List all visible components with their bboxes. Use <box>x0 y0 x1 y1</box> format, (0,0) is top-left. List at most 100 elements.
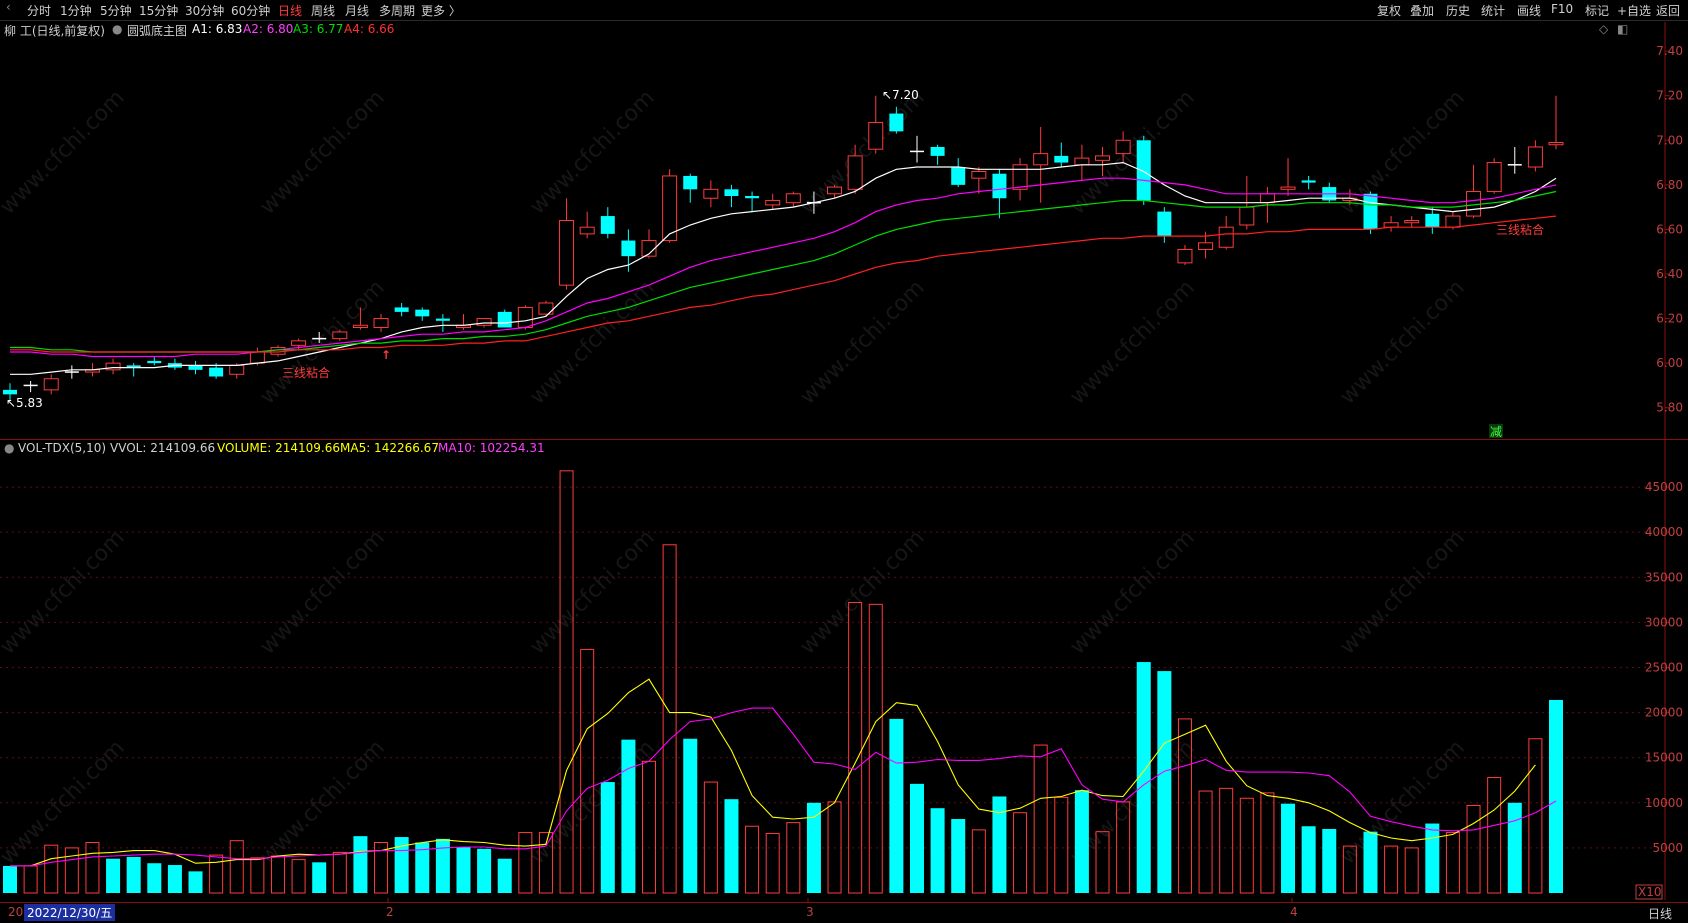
volume-bar <box>1507 802 1522 893</box>
date-axis-bar: 20 2022/12/30/五 2 3 4 日线 <box>0 902 1688 923</box>
period-tab-weekly[interactable]: 周线 <box>311 4 336 18</box>
volume-bar <box>456 846 471 893</box>
volume-bar <box>332 851 347 894</box>
candle-body <box>415 309 430 317</box>
fuquan-button[interactable]: 复权 <box>1377 4 1402 18</box>
period-tab-30min[interactable]: 30分钟 <box>185 4 225 18</box>
candle-body <box>249 351 265 364</box>
volume-tick-label: 15000 <box>1645 751 1683 765</box>
period-tab-5min[interactable]: 5分钟 <box>100 4 132 18</box>
high-price-label: ↖7.20 <box>882 88 919 102</box>
candle-body <box>435 318 450 321</box>
vol-ma-line-ma10 <box>10 707 1557 867</box>
candle-body <box>476 318 492 326</box>
volume-tick-label: 45000 <box>1645 480 1683 494</box>
candle-body <box>43 378 59 391</box>
volume-bar <box>600 782 615 893</box>
month-label-2: 2 <box>386 905 394 919</box>
volume-bar <box>1177 718 1192 894</box>
jian-badge-bg <box>1489 424 1503 438</box>
candle-body <box>889 113 904 132</box>
add-watchlist-button[interactable]: +自选 <box>1617 4 1652 18</box>
a1-value: A1: 6.83 <box>192 22 243 36</box>
volume-bar <box>1157 671 1172 893</box>
period-tab-1min[interactable]: 1分钟 <box>60 4 92 18</box>
volume-bar <box>786 822 801 894</box>
candle-body <box>1115 139 1131 155</box>
period-tab-15min[interactable]: 15分钟 <box>139 4 179 18</box>
volume-bar <box>147 863 162 893</box>
candle-body <box>930 146 945 156</box>
year-prefix: 20 <box>8 905 24 919</box>
f10-button[interactable]: F10 <box>1551 2 1574 16</box>
candle-body <box>1074 157 1090 166</box>
volume-tick-label: 20000 <box>1645 706 1683 720</box>
history-button[interactable]: 历史 <box>1446 4 1471 18</box>
candle-body <box>1033 153 1049 166</box>
period-tab-monthly[interactable]: 月线 <box>345 4 370 18</box>
back-button[interactable]: 返回 <box>1656 4 1681 18</box>
volume-bar <box>1384 845 1399 894</box>
ma5-value: MA5: 142266.67 <box>340 441 439 455</box>
candle-body <box>621 240 636 257</box>
candle-body <box>600 216 615 234</box>
period-tab-multi[interactable]: 多周期 <box>379 4 416 18</box>
month-label-4: 4 <box>1290 905 1298 919</box>
volume-tick-label: 35000 <box>1645 570 1683 584</box>
more-menu[interactable]: 更多 〉 <box>421 4 461 18</box>
volume-bar <box>497 858 512 893</box>
volume-value: VOLUME: 214109.66 <box>217 441 340 455</box>
volume-bar <box>1363 831 1378 893</box>
volume-bar <box>126 856 141 893</box>
volume-bar <box>374 841 389 894</box>
period-tab-fenshi[interactable]: 分时 <box>27 4 52 18</box>
volume-bar <box>1219 787 1234 894</box>
period-tab-daily[interactable]: 日线 <box>278 4 303 18</box>
candle-body <box>1363 193 1378 230</box>
volume-bar <box>580 648 595 894</box>
candle-body <box>1383 222 1399 228</box>
candle-body <box>1177 248 1193 264</box>
candle-body <box>703 188 719 199</box>
period-tab-60min[interactable]: 60分钟 <box>231 4 271 18</box>
candle-body <box>662 175 678 242</box>
volume-bar <box>1013 812 1028 894</box>
collapse-icon[interactable]: ‹ <box>6 0 11 14</box>
volume-bar <box>209 854 224 894</box>
stats-button[interactable]: 统计 <box>1481 4 1506 18</box>
candle-body <box>992 173 1007 199</box>
volume-bar <box>1260 792 1275 894</box>
signal-label: 三线粘合 <box>1496 222 1544 237</box>
candle-body <box>1259 193 1275 204</box>
settings-circle-icon[interactable]: ● <box>4 441 15 455</box>
volume-bar <box>44 844 59 894</box>
candle-body <box>373 318 389 328</box>
diamond-icon[interactable]: ◇ <box>1599 22 1609 36</box>
volume-bar <box>250 857 265 894</box>
volume-bar <box>167 865 182 893</box>
volume-bar <box>1074 790 1089 893</box>
window-icon[interactable]: ◧ <box>1617 22 1629 36</box>
volume-bar <box>229 840 244 894</box>
volume-bar <box>848 602 863 894</box>
candle-body <box>641 240 657 257</box>
volume-bar <box>1466 804 1481 894</box>
overlay-button[interactable]: 叠加 <box>1410 4 1435 18</box>
candle-body <box>765 199 781 206</box>
vol-indicator-name[interactable]: VOL-TDX(5,10) <box>18 441 107 455</box>
volume-bar <box>64 847 79 894</box>
candle-body <box>209 367 224 377</box>
volume-bar <box>518 832 533 894</box>
period-indicator[interactable]: 日线 <box>1648 907 1673 921</box>
volume-bar <box>951 819 966 893</box>
indicator-name[interactable]: 圆弧底主图 <box>127 24 188 38</box>
kline-chart[interactable]: 5.80 6.00 6.20 6.40 6.60 6.80 7.00 7.20 7.40 5000… <box>0 0 1688 902</box>
mark-button[interactable]: 标记 <box>1585 4 1610 18</box>
volume-tick-label: 5000 <box>1652 841 1683 855</box>
volume-bar <box>1054 796 1069 894</box>
draw-line-button[interactable]: 画线 <box>1517 4 1542 18</box>
settings-circle-icon[interactable]: ● <box>112 22 123 36</box>
candle-body <box>1218 226 1234 248</box>
panel-divider[interactable] <box>0 439 1688 440</box>
candle-body <box>847 155 863 190</box>
